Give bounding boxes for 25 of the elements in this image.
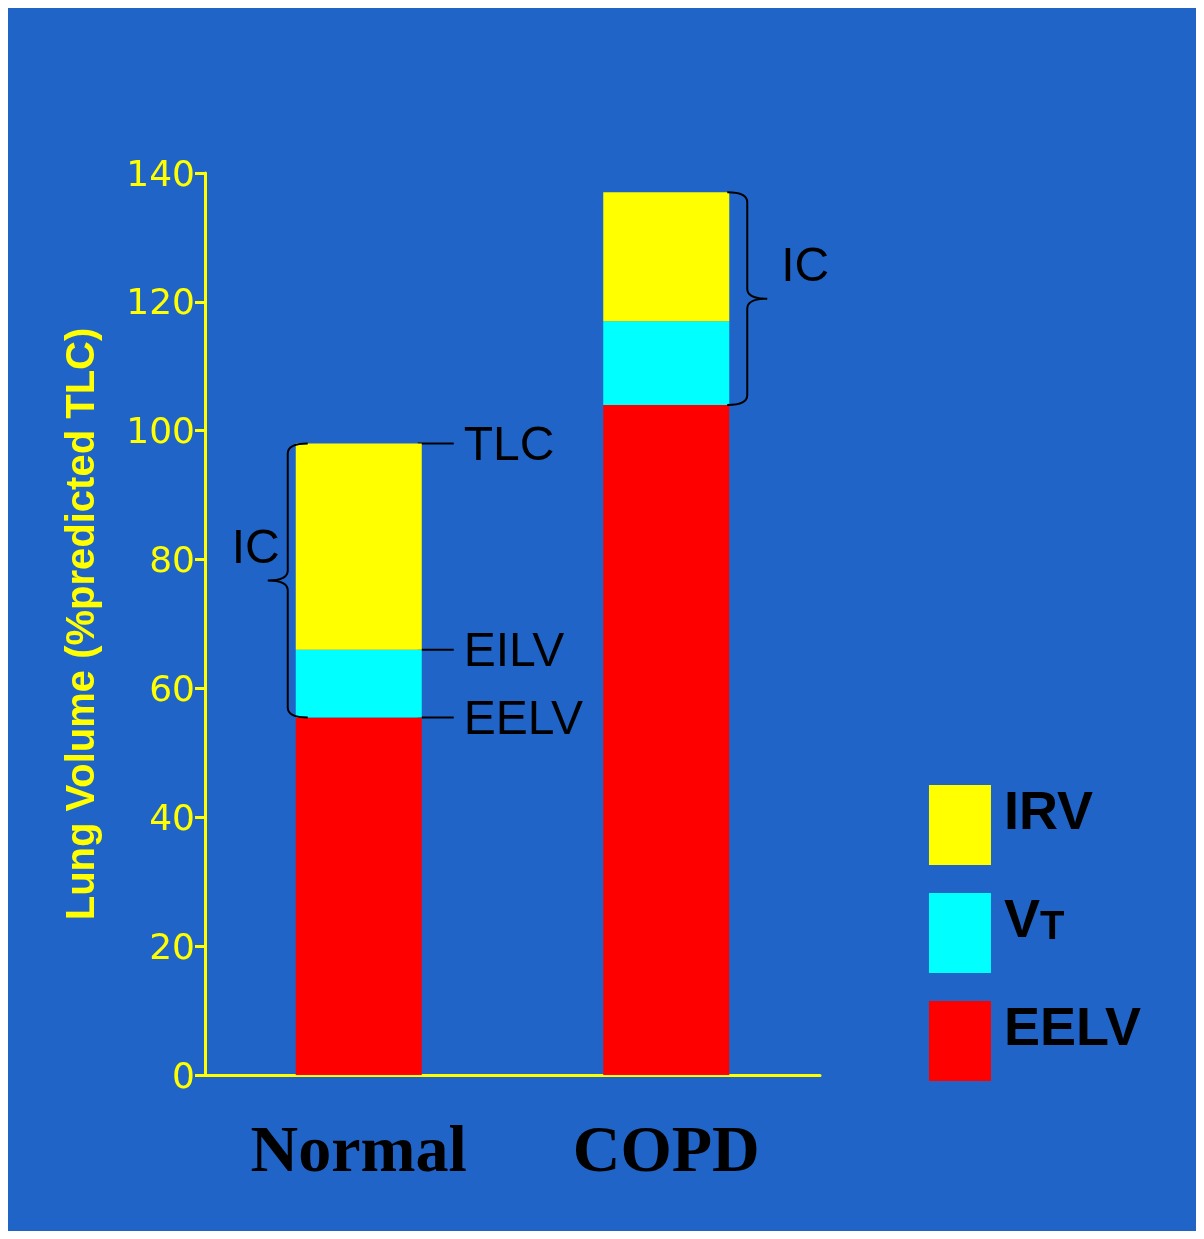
- bar: [295, 443, 422, 650]
- legend-label: EELV: [1003, 996, 1141, 1056]
- y-tick-label: 120: [126, 281, 195, 323]
- bar: [603, 404, 730, 1075]
- y-tick-label: 80: [149, 539, 195, 581]
- x-tick-label: COPD: [572, 1111, 760, 1185]
- bar: [603, 321, 730, 405]
- annotation: EELV: [463, 690, 583, 744]
- legend-label: IRV: [1003, 780, 1094, 840]
- bar: [603, 192, 730, 322]
- annotation: TLC: [463, 417, 555, 471]
- y-tick-label: 60: [149, 667, 195, 709]
- y-axis-title: Lung Volume (%predicted TLC): [58, 327, 102, 921]
- annotation: EILV: [463, 623, 565, 677]
- y-tick-label: 40: [149, 796, 195, 838]
- bar: [295, 717, 422, 1075]
- x-tick-label: Normal: [250, 1111, 467, 1185]
- annotation: IC: [231, 520, 280, 574]
- y-tick-label: 100: [126, 410, 195, 452]
- legend-label: VT: [1003, 888, 1065, 948]
- y-tick-label: 140: [126, 152, 195, 194]
- annotation: IC: [781, 238, 830, 292]
- y-tick-label: 20: [149, 925, 195, 967]
- bar: [295, 649, 422, 718]
- y-tick-label: 0: [172, 1054, 195, 1096]
